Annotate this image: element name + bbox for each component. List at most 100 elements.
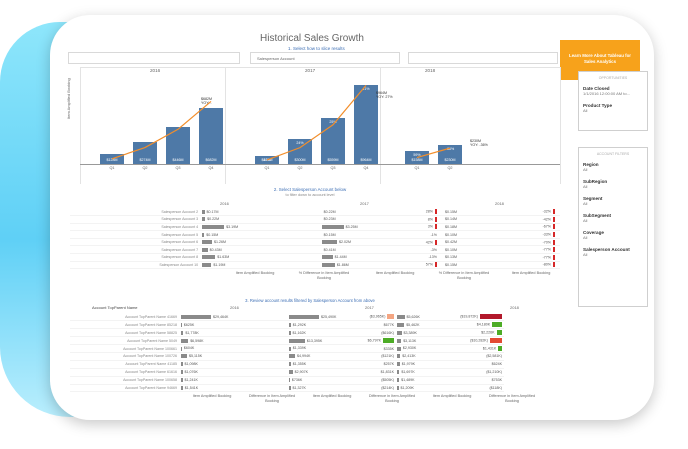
pct-bar [434, 209, 437, 215]
value-text: $2,907K [294, 370, 308, 375]
table-row[interactable]: Account TopParent Name 61616 $1,076K $2,90… [70, 368, 504, 377]
value-bar [397, 314, 405, 319]
account-filter-value[interactable]: All [583, 167, 588, 172]
pct-cell-empty [265, 245, 321, 255]
value-text: $1.44M [334, 255, 347, 260]
diff-cell: $2,226K [450, 328, 504, 338]
value-cell: $1,355K [288, 360, 342, 369]
year-label: 2018 [425, 68, 436, 73]
table-row[interactable]: Salesperson Account 5 $0.15M $0.15M -1% $0.1… [70, 230, 560, 239]
diff-cell: $677K [342, 320, 396, 330]
table-row[interactable]: Account TopParent Name 41669 $29,464K $25,… [70, 313, 504, 322]
account-filter-value[interactable]: All [583, 184, 588, 189]
table-row[interactable]: Account TopParent Name 85218 $625K $1,292K… [70, 320, 504, 330]
value-bar [181, 322, 182, 327]
table-row[interactable]: Salesperson Account 6 $1.26M $2.02M 42% $0.4… [70, 238, 560, 247]
table-row[interactable]: Account TopParent Name 5049 $6,598K $13,39… [70, 336, 504, 346]
value-cell: $0.22M [201, 215, 266, 224]
pct-text: -42% [542, 217, 551, 222]
bar-value-label: $158M [411, 158, 423, 162]
value-bar [397, 385, 399, 390]
value-cell: $1,162K [288, 328, 342, 338]
table-row[interactable]: Account TopParent Name 41185 $1,098K $1,35… [70, 360, 504, 369]
account-filter-value[interactable]: All [583, 252, 588, 257]
diff-text: ($118K) [489, 385, 502, 390]
opportunity-filters: OPPORTUNITIES Date Closed 1/1/2016 12:00… [578, 71, 648, 131]
account-filter-value[interactable]: All [583, 218, 588, 223]
diff-cell: ($1,210K) [450, 368, 504, 377]
table-row[interactable]: Salesperson Account 4 $3.19M $3.25M 3% $0.18… [70, 223, 560, 232]
row-name: Salesperson Account 5 [70, 230, 202, 239]
row-name: Account TopParent Name 100658 [70, 376, 180, 385]
date-closed-value[interactable]: 1/1/2016 12:00:00 AM to... [583, 91, 630, 96]
table2-year-2018: 2018 [495, 201, 504, 206]
value-cell: $1,292K [288, 320, 342, 330]
table-row[interactable]: Salesperson Account 7 $0.43M $0.41M -3% $0.1… [70, 245, 560, 255]
pct-bar [434, 216, 437, 222]
diff-cell: $753K [450, 376, 504, 385]
value-bar [321, 240, 338, 245]
value-cell: $2,930K [396, 344, 450, 353]
row-name: Account TopParent Name 58825 [70, 328, 180, 338]
value-cell: $0.13M [441, 253, 504, 262]
diff-cell: ($118K) [450, 384, 504, 393]
quarter-label: Q3 [175, 166, 181, 170]
diff-text: ($1,210K) [486, 370, 502, 375]
year-label: 2017 [305, 68, 316, 73]
product-type-value[interactable]: All [583, 108, 588, 113]
pct-cell-empty [265, 238, 321, 247]
value-cell: $0.14M [441, 215, 504, 224]
bar[interactable] [133, 141, 157, 164]
table-row[interactable]: Account TopParent Name 100661 $604K $1,339… [70, 344, 504, 353]
value-cell: $25,490K [288, 313, 342, 322]
value-text: $13,395K [306, 338, 323, 343]
bar[interactable] [288, 139, 312, 164]
diff-cell-empty [234, 344, 288, 353]
bar[interactable] [321, 118, 345, 164]
value-text: $1,098K [184, 362, 198, 367]
value-cell: $1,697K [396, 368, 450, 377]
pct-cell: -70% [503, 238, 560, 247]
pct-text: -13% [428, 255, 437, 260]
table-row[interactable]: Account TopParent Name 100726 $5,115K $4,9… [70, 352, 504, 361]
account-filter-value[interactable]: All [583, 235, 588, 240]
annotation-value: $230M [470, 139, 481, 143]
account-filter-value[interactable]: All [583, 201, 588, 206]
bar[interactable] [199, 108, 223, 164]
diff-text: ($19,872K) [460, 314, 478, 319]
bar-value-label: $128M [106, 158, 118, 162]
table2-col-item-2018: Item Amplified Booking [511, 271, 551, 276]
bar[interactable] [354, 84, 378, 164]
table-row[interactable]: Salesperson Account 10 $1.19M $1.86M 57% $0.… [70, 261, 560, 270]
diff-cell: $624K [450, 360, 504, 369]
table-row[interactable]: Salesperson Account 2 $0.17M $0.22M 28% $0.1… [70, 208, 560, 217]
diff-cell-empty [234, 360, 288, 369]
slice-dropdown[interactable]: Salesperson Account [250, 52, 400, 64]
value-bar [289, 354, 295, 359]
value-cell: $736K [288, 376, 342, 385]
row-name: Salesperson Account 2 [70, 208, 202, 217]
pct-cell: -80% [503, 261, 560, 270]
account-filter-label: Coverage [583, 230, 604, 235]
table-row[interactable]: Salesperson Account 3 $0.22M $0.23M 8% $0.14… [70, 215, 560, 224]
diff-cell-empty [234, 328, 288, 338]
table2-year-2016: 2016 [220, 201, 229, 206]
value-cell: $4,994K [288, 352, 342, 361]
value-text: $0.41M [323, 247, 336, 252]
row-name: Salesperson Account 4 [70, 223, 202, 232]
year-separator [560, 67, 561, 184]
table-row[interactable]: Account TopParent Name 58825 $1,778K $1,16… [70, 328, 504, 338]
diff-cell: ($616K) [342, 328, 396, 338]
table-row[interactable]: Account TopParent Name 100658 $1,241K $736… [70, 376, 504, 385]
value-text: $1,697K [401, 370, 415, 375]
value-text: $1,292K [292, 322, 307, 327]
table-row[interactable]: Account TopParent Name 94669 $1,541K $1,32… [70, 384, 504, 393]
quarter-label: Q2 [297, 166, 303, 170]
diff-text: $1,431K [482, 346, 497, 351]
diff-cell: ($214K) [342, 384, 396, 393]
table-row[interactable]: Salesperson Account 8 $1.63M $1.44M -13% $0.… [70, 253, 560, 262]
diff-cell-empty [234, 384, 288, 393]
value-cell: $0.18M [441, 223, 504, 232]
diff-text: ($214K) [381, 385, 394, 390]
value-cell: $1,327K [288, 384, 342, 393]
